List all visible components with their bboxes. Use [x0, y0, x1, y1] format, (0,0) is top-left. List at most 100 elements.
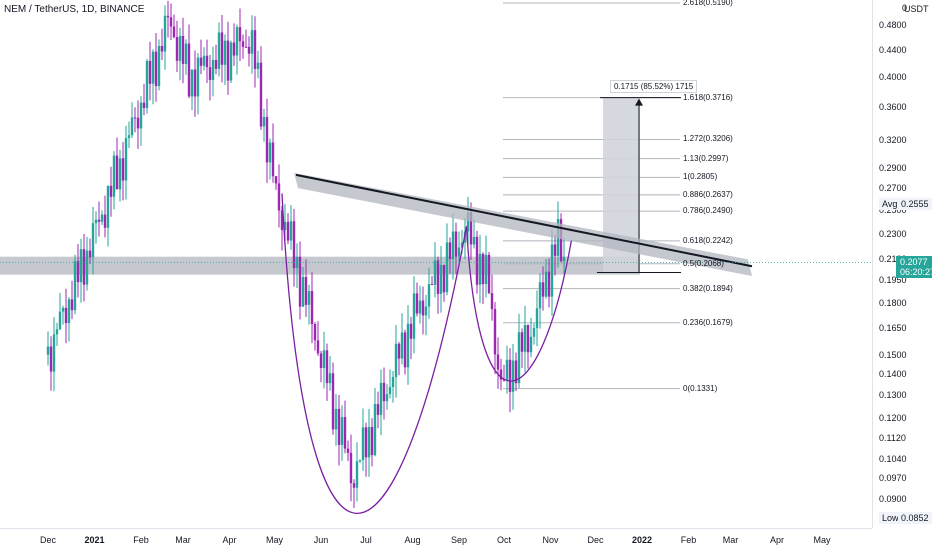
time-axis[interactable]: Dec 2021 Feb Mar Apr May Jun Jul Aug Sep Oct Nov Dec… — [0, 528, 872, 551]
candle-body — [172, 26, 176, 38]
candle-body — [385, 394, 389, 402]
candle-body — [373, 404, 377, 456]
candle-body — [334, 408, 338, 430]
candle-body — [187, 43, 191, 97]
candle-body — [514, 360, 518, 384]
price-chart[interactable] — [0, 0, 872, 528]
price-tick: 0.0970 — [879, 473, 907, 484]
candle-body — [52, 334, 56, 372]
candle-body — [112, 155, 116, 197]
candle-body — [523, 324, 527, 352]
candle-body — [541, 282, 545, 297]
time-tick: 2022 — [631, 535, 653, 545]
candle-body — [499, 369, 503, 380]
candle-body — [520, 332, 524, 352]
candle-body — [244, 46, 248, 48]
price-tick: 0.1500 — [879, 349, 907, 360]
candle-body — [562, 256, 566, 262]
price-tick: 0.1400 — [879, 369, 907, 380]
chart-area[interactable]: NEM / TetherUS, 1D, BINANCE 2.618(0.5190… — [0, 0, 872, 528]
candle-body — [367, 426, 371, 458]
candle-body — [121, 158, 125, 181]
fib-level-label: 2.618(0.5190) — [683, 0, 733, 7]
candle-body — [190, 69, 194, 97]
candle-body — [553, 244, 557, 256]
candle-body — [223, 40, 227, 65]
candle-body — [325, 350, 329, 384]
candle-body — [382, 382, 386, 402]
candle-body — [226, 40, 230, 81]
candle-body — [349, 452, 353, 484]
fib-level-label: 0(0.1331) — [683, 383, 718, 393]
fib-level-label: 1.272(0.3206) — [683, 134, 733, 144]
candle-body — [79, 249, 83, 283]
price-tick: 0.4800 — [879, 20, 907, 31]
candle-body — [91, 223, 95, 258]
candle-body — [160, 45, 164, 52]
time-tick: Dec — [587, 535, 604, 545]
price-tick: 0.1800 — [879, 298, 907, 309]
candle-body — [406, 323, 410, 368]
currency-label: USDT — [904, 4, 929, 14]
measure-label: 0.1715 (85.52%) 1715 — [610, 79, 698, 93]
current-price-value: 0.2077 — [900, 256, 928, 267]
candle-body — [361, 427, 365, 460]
price-tick: 0.0900 — [879, 494, 907, 505]
candle-body — [388, 386, 392, 395]
time-tick: Sep — [450, 535, 468, 545]
candle-body — [76, 261, 80, 283]
price-tick: 0.2700 — [879, 183, 907, 194]
candle-body — [277, 183, 281, 211]
candle-body — [181, 36, 185, 64]
price-tick: 0.4400 — [879, 44, 907, 55]
candle-body — [307, 290, 311, 305]
candle-body — [238, 27, 242, 42]
price-tick-top: 0 — [902, 3, 908, 13]
candle-body — [85, 250, 89, 285]
candle-body — [142, 102, 146, 109]
price-tick: 0.2900 — [879, 162, 907, 173]
candle-body — [82, 249, 86, 285]
candle-body — [208, 67, 212, 80]
candle-body — [292, 221, 296, 269]
candle-body — [289, 221, 293, 241]
candle-body — [538, 282, 542, 309]
trend-channel — [294, 172, 752, 277]
candle-body — [247, 46, 251, 54]
candle-body — [535, 308, 539, 329]
candle-body — [421, 300, 425, 316]
candle-body — [169, 17, 173, 27]
candle-body — [259, 62, 263, 127]
candle-body — [400, 332, 404, 359]
candle-body — [529, 336, 533, 353]
candle-body — [100, 214, 104, 222]
time-tick: Feb — [133, 535, 149, 545]
candle-body — [550, 244, 554, 297]
candle-body — [106, 185, 110, 228]
candle-body — [442, 265, 446, 293]
price-tick: 0.1950 — [879, 275, 907, 286]
candle-body — [175, 37, 179, 61]
candle-body — [493, 309, 497, 355]
time-tick: 2021 — [84, 535, 105, 545]
price-tick: 0.1200 — [879, 412, 907, 423]
time-tick: Mar — [175, 535, 191, 545]
price-tick: 0.1300 — [879, 390, 907, 401]
candle-body — [340, 417, 344, 445]
candle-body — [145, 60, 149, 109]
candle-body — [232, 42, 236, 56]
candle-body — [508, 359, 512, 392]
candle-body — [376, 404, 380, 415]
candle-body — [547, 271, 551, 297]
candle-body — [526, 324, 530, 353]
fib-level-label: 1(0.2805) — [683, 172, 718, 182]
candle-body — [424, 306, 428, 316]
candle-body — [154, 51, 158, 87]
candle-body — [103, 214, 107, 228]
candle-body — [61, 307, 65, 312]
candle-body — [379, 382, 383, 415]
candle-body — [217, 32, 221, 69]
avg-label: Avg — [879, 197, 901, 210]
candle-body — [469, 212, 473, 245]
candle-body — [496, 354, 500, 370]
